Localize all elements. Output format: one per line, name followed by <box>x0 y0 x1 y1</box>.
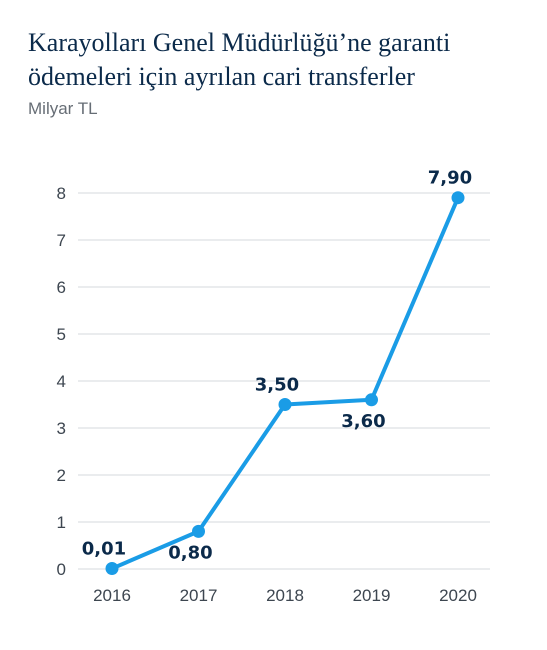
data-point <box>365 393 378 407</box>
chart-title: Karayolları Genel Müdürlüğü’ne garanti ö… <box>28 28 451 91</box>
y-tick-label: 3 <box>57 419 66 438</box>
data-label: 3,50 <box>255 375 299 396</box>
chart-subtitle: Milyar TL <box>28 99 98 118</box>
data-label: 0,01 <box>82 539 126 560</box>
y-tick-label: 6 <box>57 278 66 297</box>
x-tick-label: 2019 <box>353 586 391 605</box>
data-label: 0,80 <box>168 542 212 563</box>
y-tick-label: 8 <box>57 184 66 203</box>
data-point <box>278 398 292 411</box>
y-tick-label: 2 <box>57 466 66 485</box>
x-tick-label: 2017 <box>180 586 218 605</box>
y-tick-label: 4 <box>57 372 66 391</box>
data-label: 7,90 <box>428 168 472 189</box>
data-point <box>192 524 205 538</box>
data-point <box>451 191 465 205</box>
y-tick-label: 0 <box>57 560 66 579</box>
y-tick-label: 7 <box>57 231 66 250</box>
data-label: 3,60 <box>341 411 385 432</box>
x-tick-label: 2020 <box>439 586 477 605</box>
y-tick-label: 5 <box>57 325 66 344</box>
data-point <box>105 562 119 576</box>
x-tick-label: 2018 <box>266 586 304 605</box>
y-tick-label: 1 <box>57 513 66 532</box>
x-tick-label: 2016 <box>93 586 131 605</box>
